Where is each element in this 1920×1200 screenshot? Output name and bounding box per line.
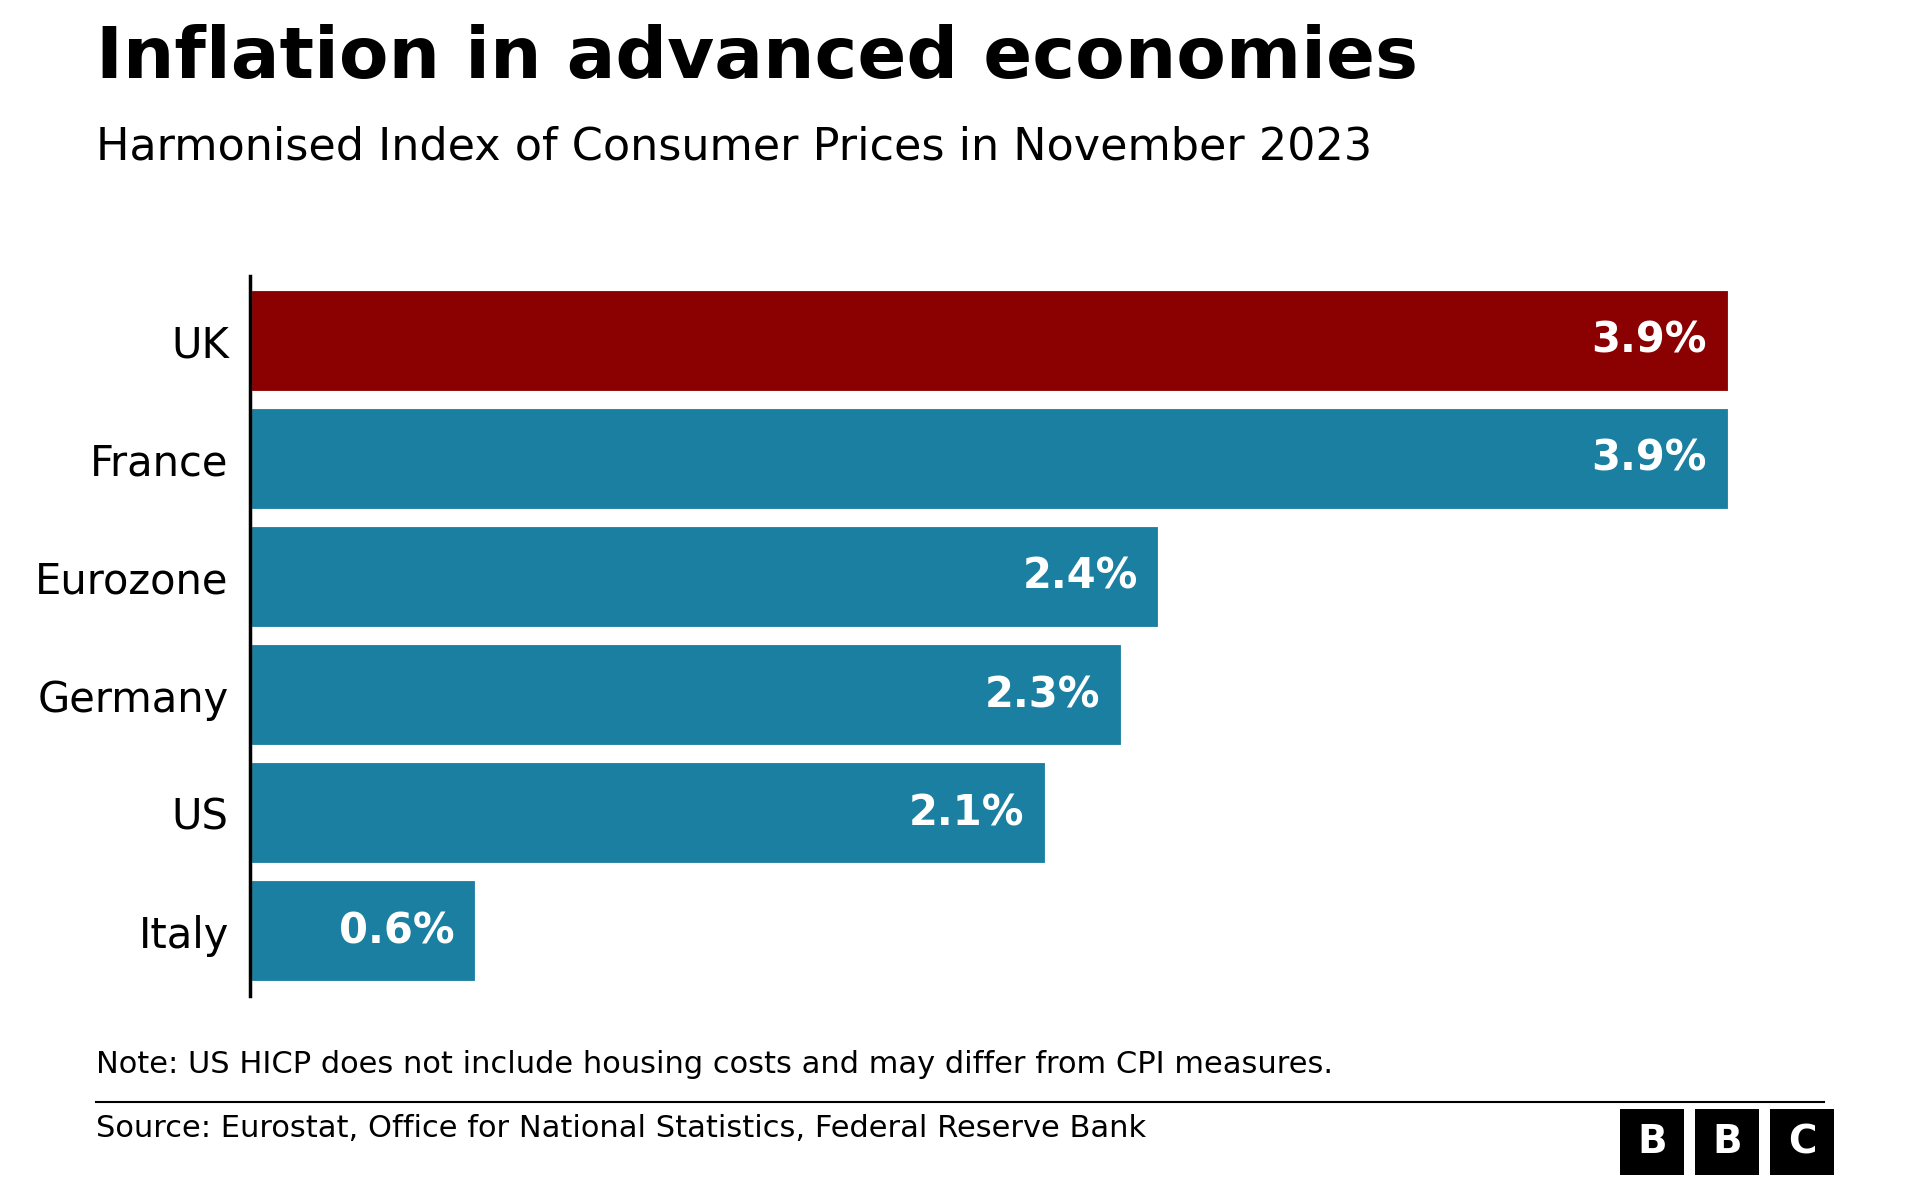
- Bar: [250, 761, 1046, 865]
- Bar: [250, 880, 478, 983]
- Text: 3.9%: 3.9%: [1592, 320, 1707, 362]
- Text: B: B: [1713, 1123, 1741, 1162]
- Bar: [250, 289, 1730, 392]
- Text: Source: Eurostat, Office for National Statistics, Federal Reserve Bank: Source: Eurostat, Office for National St…: [96, 1114, 1146, 1142]
- Text: 0.6%: 0.6%: [340, 910, 455, 952]
- Text: 2.1%: 2.1%: [908, 792, 1023, 834]
- Text: Inflation in advanced economies: Inflation in advanced economies: [96, 24, 1419, 92]
- Text: 2.3%: 2.3%: [985, 674, 1100, 716]
- Bar: [250, 526, 1160, 629]
- Text: 2.4%: 2.4%: [1021, 556, 1139, 598]
- Bar: [250, 643, 1123, 746]
- Text: Harmonised Index of Consumer Prices in November 2023: Harmonised Index of Consumer Prices in N…: [96, 126, 1373, 169]
- Text: C: C: [1788, 1123, 1816, 1162]
- Text: Note: US HICP does not include housing costs and may differ from CPI measures.: Note: US HICP does not include housing c…: [96, 1050, 1332, 1079]
- Text: 3.9%: 3.9%: [1592, 438, 1707, 480]
- Bar: [250, 407, 1730, 511]
- Text: B: B: [1638, 1123, 1667, 1162]
